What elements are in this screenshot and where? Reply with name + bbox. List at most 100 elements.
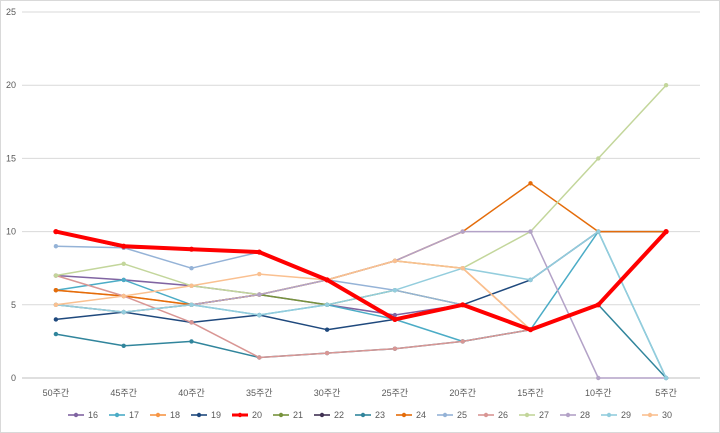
legend-label: 28 <box>580 410 590 420</box>
x-axis-ticks: 50주간 45주간 40주간 35주간 30주간 25주간 20주간 15주간 10주간 5주간 <box>43 388 677 398</box>
data-point <box>595 302 601 308</box>
legend-marker <box>73 412 79 418</box>
legend-label: 22 <box>334 410 344 420</box>
x-tick-label: 35주간 <box>246 388 273 398</box>
data-point <box>392 312 398 318</box>
legend-item: 17 <box>109 410 139 420</box>
x-tick-label: 15주간 <box>517 388 544 398</box>
x-tick-label: 20주간 <box>449 388 476 398</box>
x-tick-label: 5주간 <box>655 388 677 398</box>
data-point <box>392 287 398 293</box>
data-point <box>53 287 59 293</box>
series-lines <box>53 83 669 381</box>
legend-label: 17 <box>129 410 139 420</box>
data-point <box>257 355 262 360</box>
data-point <box>596 375 601 381</box>
data-point <box>188 246 195 252</box>
data-point <box>324 350 330 356</box>
data-point <box>392 316 398 323</box>
data-point <box>528 277 533 283</box>
data-point <box>53 244 59 249</box>
data-point <box>528 181 533 186</box>
series-20 <box>53 229 669 333</box>
legend-item: 20 <box>232 410 262 420</box>
data-point <box>121 243 127 249</box>
y-tick-label: 15 <box>6 153 16 163</box>
x-tick-label: 25주간 <box>382 388 409 398</box>
data-point <box>663 375 669 381</box>
legend-label: 30 <box>662 410 672 420</box>
legend-label: 26 <box>498 410 508 420</box>
data-point <box>324 302 330 307</box>
data-point <box>189 339 194 344</box>
data-point <box>121 293 126 299</box>
legend-label: 24 <box>416 410 426 420</box>
data-point <box>392 258 398 264</box>
gridlines <box>22 11 700 379</box>
data-point <box>257 292 262 297</box>
data-point <box>121 261 126 267</box>
legend-label: 23 <box>375 410 385 420</box>
data-point <box>324 327 330 332</box>
legend-item: 23 <box>355 410 385 420</box>
data-point <box>256 249 262 255</box>
data-point <box>460 302 466 308</box>
legend-item: 26 <box>478 410 508 420</box>
y-tick-label: 25 <box>6 7 16 17</box>
legend-marker <box>278 412 284 418</box>
legend-item: 30 <box>642 410 672 420</box>
legend-label: 18 <box>170 410 180 420</box>
series-line <box>55 230 667 379</box>
legend-label: 16 <box>88 410 98 420</box>
data-point <box>392 346 398 351</box>
legend-item: 22 <box>314 410 344 420</box>
legend-label: 29 <box>621 410 631 420</box>
y-tick-label: 0 <box>11 373 16 383</box>
data-point <box>121 277 126 283</box>
legend-marker <box>360 412 366 418</box>
y-axis-ticks: 0 5 10 15 20 25 <box>6 7 16 383</box>
legend-label: 25 <box>457 410 467 420</box>
legend-marker <box>606 412 612 418</box>
data-point <box>53 331 59 337</box>
data-point <box>527 327 534 333</box>
legend-label: 27 <box>539 410 549 420</box>
legend-item: 21 <box>273 410 303 420</box>
data-point <box>596 156 601 161</box>
data-point <box>53 302 59 307</box>
legend-marker <box>442 412 448 418</box>
legend-item: 16 <box>68 410 98 420</box>
legend-marker <box>524 412 530 418</box>
series-line <box>53 229 669 332</box>
data-point <box>596 229 601 234</box>
legend-item: 19 <box>191 410 221 420</box>
data-point <box>53 229 59 235</box>
data-point <box>121 309 126 315</box>
legend-marker <box>319 412 325 418</box>
x-tick-label: 45주간 <box>110 388 137 398</box>
data-point <box>189 283 194 288</box>
legend-marker <box>114 412 120 418</box>
legend-marker <box>647 412 653 418</box>
legend-marker <box>237 412 243 418</box>
data-point <box>189 320 194 325</box>
data-point <box>460 339 465 344</box>
legend-item: 25 <box>437 410 467 420</box>
data-point <box>257 312 262 318</box>
legend-item: 24 <box>396 410 426 420</box>
legend-item: 18 <box>150 410 180 420</box>
data-point <box>189 266 194 271</box>
legend-marker <box>196 412 202 418</box>
data-point <box>189 302 194 307</box>
y-tick-label: 5 <box>11 300 16 310</box>
data-point <box>663 229 669 235</box>
legend-item: 28 <box>560 410 590 420</box>
data-point <box>324 277 330 283</box>
data-point <box>460 229 465 234</box>
data-point <box>53 317 59 322</box>
legend-item: 29 <box>601 410 631 420</box>
legend-marker <box>155 412 161 418</box>
legend: 16 17 18 19 20 21 22 23 24 25 26 27 28 29 30 <box>68 410 672 420</box>
